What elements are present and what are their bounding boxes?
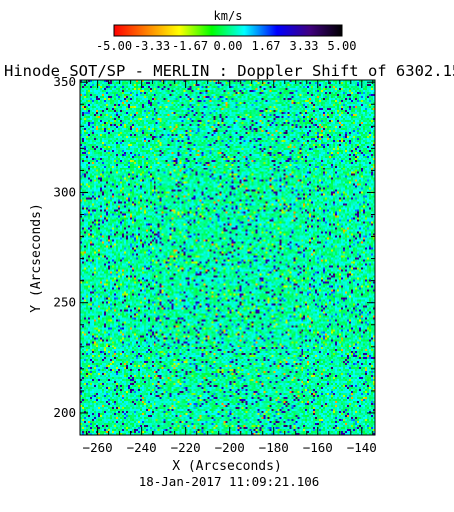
observation-date: 18-Jan-2017 11:09:21.106 [139, 474, 320, 489]
y-tick-label: 250 [53, 295, 76, 310]
y-tick-label: 300 [53, 184, 76, 199]
colorbar [113, 24, 343, 37]
x-tick-label: −240 [127, 440, 157, 455]
y-axis-label: Y (Arcseconds) [29, 203, 44, 313]
chart-title: Hinode SOT/SP - MERLIN : Doppler Shift o… [4, 62, 454, 80]
colorbar-tick-label: 0.00 [214, 39, 243, 53]
doppler-heatmap [80, 80, 375, 435]
colorbar-unit-label: km/s [214, 9, 243, 23]
y-axis: 200 250 300 350 [53, 74, 375, 436]
colorbar-tick-label: -5.00 [96, 39, 132, 53]
heatmap-image [80, 80, 375, 435]
x-tick-label: −160 [303, 440, 333, 455]
y-tick-label: 350 [53, 74, 76, 89]
x-axis-label: X (Arcseconds) [172, 459, 282, 474]
colorbar-tick-label: -1.67 [172, 39, 208, 53]
x-tick-label: −140 [347, 440, 377, 455]
colorbar-gradient [113, 24, 343, 37]
x-tick-label: −220 [171, 440, 201, 455]
y-tick-label: 200 [53, 405, 76, 420]
x-axis: −260 −240 −220 −200 −180 −160 −140 [83, 80, 377, 455]
colorbar-tick-labels: -5.00 -3.33 -1.67 0.00 1.67 3.33 5.00 [96, 39, 357, 53]
x-tick-label: −180 [259, 440, 289, 455]
x-tick-label: −260 [83, 440, 113, 455]
plot-frame [79, 79, 376, 436]
colorbar-tick-label: -3.33 [134, 39, 170, 53]
colorbar-tick-label: 1.67 [252, 39, 281, 53]
x-tick-label: −200 [215, 440, 245, 455]
colorbar-tick-label: 5.00 [328, 39, 357, 53]
colorbar-tick-label: 3.33 [290, 39, 319, 53]
